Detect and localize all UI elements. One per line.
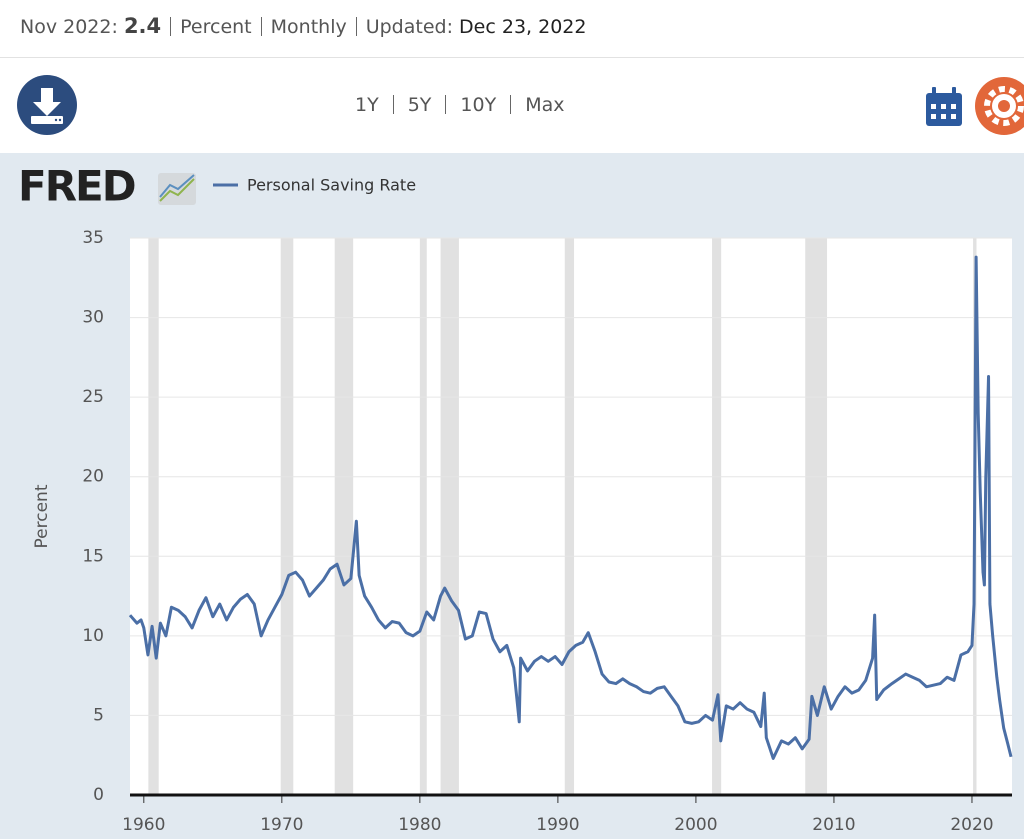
x-tick-label: 1990	[536, 815, 579, 835]
y-tick-label: 25	[82, 387, 104, 407]
x-tick-label: 2000	[674, 815, 717, 835]
calendar-button[interactable]	[926, 87, 962, 126]
x-tick-label: 2010	[812, 815, 855, 835]
updated-label: Updated:	[365, 16, 453, 38]
separator	[170, 17, 172, 36]
units: Percent	[180, 16, 252, 38]
legend-label: Personal Saving Rate	[247, 176, 416, 195]
toolbar-icons	[17, 75, 1024, 135]
range-button[interactable]: Max	[525, 94, 565, 116]
recession-band	[334, 238, 354, 795]
recession-band	[148, 238, 159, 795]
x-tick-label: 1960	[122, 815, 165, 835]
chart: FRED 0 5 10 15 20 25 30 35 1960 1970 1980 1990 2000 2…	[0, 153, 1024, 839]
toolbar: 1Y 5Y 10Y Max	[0, 58, 1024, 153]
x-tick-label: 1980	[398, 815, 441, 835]
fred-logo: FRED	[18, 162, 135, 211]
separator	[355, 17, 357, 36]
updated-date: Dec 23, 2022	[459, 16, 587, 38]
obs-value: 2.4	[123, 14, 162, 38]
y-tick-label: 10	[82, 626, 104, 646]
range-buttons: 1Y 5Y 10Y Max	[355, 94, 564, 116]
y-tick-label: 35	[82, 228, 104, 248]
recession-band	[280, 238, 294, 795]
y-tick-label: 0	[93, 785, 104, 805]
recession-band	[440, 238, 459, 795]
range-button[interactable]: 5Y	[407, 94, 432, 116]
settings-button[interactable]	[975, 77, 1024, 135]
separator	[260, 17, 262, 36]
y-tick-label: 15	[82, 546, 104, 566]
separator	[510, 95, 512, 114]
x-tick-label: 1970	[260, 815, 303, 835]
separator	[392, 95, 394, 114]
recession-band	[712, 238, 722, 795]
download-button[interactable]	[17, 75, 77, 135]
obs-date: Nov 2022:	[20, 16, 118, 38]
y-axis-label: Percent	[32, 484, 52, 548]
range-button[interactable]: 1Y	[355, 94, 379, 116]
recession-band	[805, 238, 828, 795]
logo-icon	[158, 173, 196, 205]
range-button[interactable]: 10Y	[460, 94, 497, 116]
recession-band	[419, 238, 427, 795]
separator	[445, 95, 447, 114]
y-tick-label: 20	[82, 467, 104, 487]
y-tick-label: 5	[93, 705, 104, 725]
frequency: Monthly	[270, 16, 347, 38]
y-tick-label: 30	[82, 308, 104, 328]
data-line	[128, 255, 1013, 760]
x-tick-label: 2020	[950, 815, 993, 835]
header: Nov 2022: 2.4 Percent Monthly Updated: Dec …	[0, 0, 1024, 58]
recession-band	[564, 238, 575, 795]
